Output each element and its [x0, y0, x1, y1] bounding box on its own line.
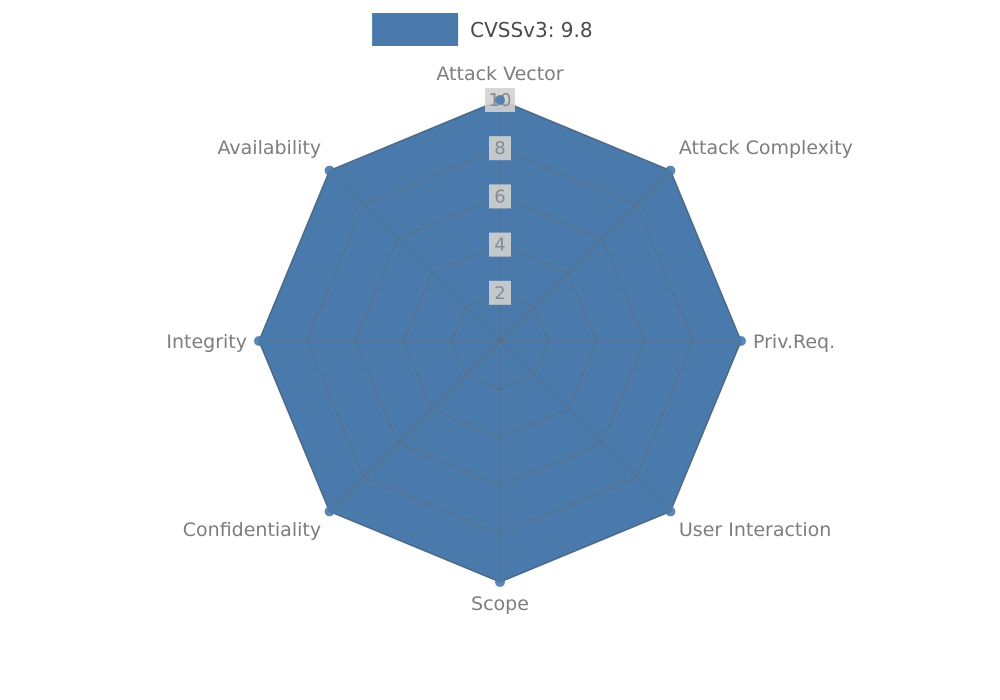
- series-marker: [254, 336, 264, 346]
- series-marker: [665, 165, 676, 176]
- series-marker: [495, 95, 505, 105]
- axis-label: Attack Complexity: [679, 137, 853, 159]
- axis-label: User Interaction: [679, 519, 831, 541]
- legend-swatch: [372, 13, 459, 46]
- axis-label: Attack Vector: [436, 63, 563, 85]
- axis-label: Integrity: [166, 331, 247, 353]
- series-marker: [665, 506, 676, 517]
- axis-label: Scope: [471, 593, 529, 615]
- series-marker: [495, 577, 505, 587]
- legend-label: CVSSv3: 9.8: [470, 17, 593, 42]
- chart-legend: CVSSv3: 9.8: [372, 13, 593, 46]
- axis-label: Availability: [218, 137, 322, 159]
- axis-label: Priv.Req.: [753, 331, 835, 353]
- tick-label: 8: [494, 138, 505, 159]
- tick-label: 6: [494, 186, 505, 207]
- grid-spoke: [329, 170, 501, 342]
- tick-box: [489, 184, 511, 209]
- tick-label: 4: [494, 235, 505, 256]
- series-marker: [736, 336, 746, 346]
- tick-box: [489, 232, 511, 257]
- tick-label: 2: [494, 283, 505, 304]
- axis-label: Confidentiality: [183, 519, 321, 541]
- tick-box: [489, 136, 511, 161]
- tick-box: [489, 280, 511, 305]
- series-marker: [324, 506, 335, 517]
- grid-spoke: [499, 170, 671, 342]
- series-marker: [324, 165, 335, 176]
- grid-spoke: [499, 340, 671, 512]
- grid-spoke: [329, 340, 501, 512]
